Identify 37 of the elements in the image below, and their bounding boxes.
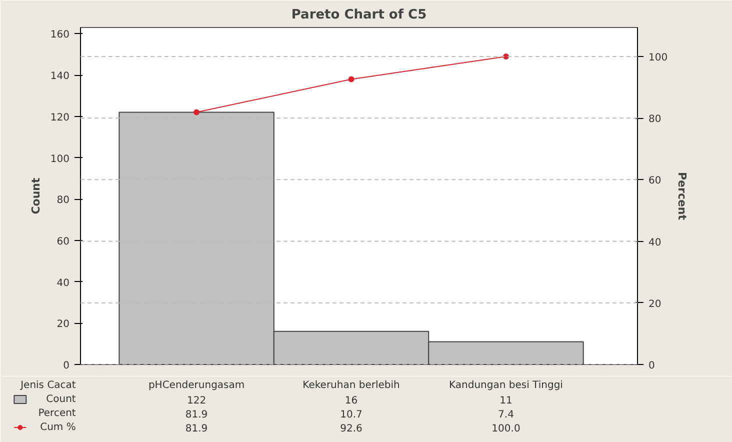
y2-axis-title: Percent <box>676 172 689 220</box>
y-tick-label: 60 <box>56 236 70 248</box>
y2-tick-label: 60 <box>648 176 662 187</box>
y2-tick-label: 80 <box>648 114 662 126</box>
y2-tick-label: 20 <box>648 298 662 310</box>
point <box>194 109 200 116</box>
data-label: 100.0 <box>492 424 520 434</box>
y2-tick-label: 40 <box>648 237 662 248</box>
y2-tick-label: 0 <box>648 360 655 372</box>
y-tick-label: 140 <box>50 71 70 82</box>
y-tick-label: 40 <box>56 278 70 289</box>
x-tick-label: Kandungan besi Tinggi <box>449 380 563 391</box>
x-tick-label: Kekeruhan berlebih <box>302 380 400 391</box>
data-label: 92.6 <box>340 424 362 434</box>
legend-label: Cum % <box>40 422 76 433</box>
text: Percent <box>38 408 76 419</box>
y-tick-label: 20 <box>56 319 70 330</box>
legend-label: Count <box>46 394 76 405</box>
data-label: 81.9 <box>185 424 208 434</box>
x-tick-label: pHCenderungasam <box>148 380 245 391</box>
y-axis-title: Count <box>29 178 42 214</box>
text: 7.4 <box>498 410 514 420</box>
data-label: 16 <box>344 396 358 406</box>
y-tick-label: 0 <box>63 360 70 372</box>
point <box>348 76 354 82</box>
chart-title: Pareto Chart of C5 <box>291 8 427 22</box>
y-tick-label: 80 <box>56 195 70 206</box>
text: 10.7 <box>340 410 362 420</box>
x-axis-title: Jenis Cacat <box>20 380 76 391</box>
text: 81.9 <box>185 410 208 420</box>
y-tick-label: 160 <box>50 30 70 41</box>
y-tick-label: 120 <box>50 112 70 124</box>
data-label: 122 <box>187 396 206 406</box>
y-tick-label: 100 <box>50 154 70 165</box>
data-label: 11 <box>500 396 512 406</box>
y2-tick-label: 100 <box>648 52 668 64</box>
point <box>502 53 509 60</box>
